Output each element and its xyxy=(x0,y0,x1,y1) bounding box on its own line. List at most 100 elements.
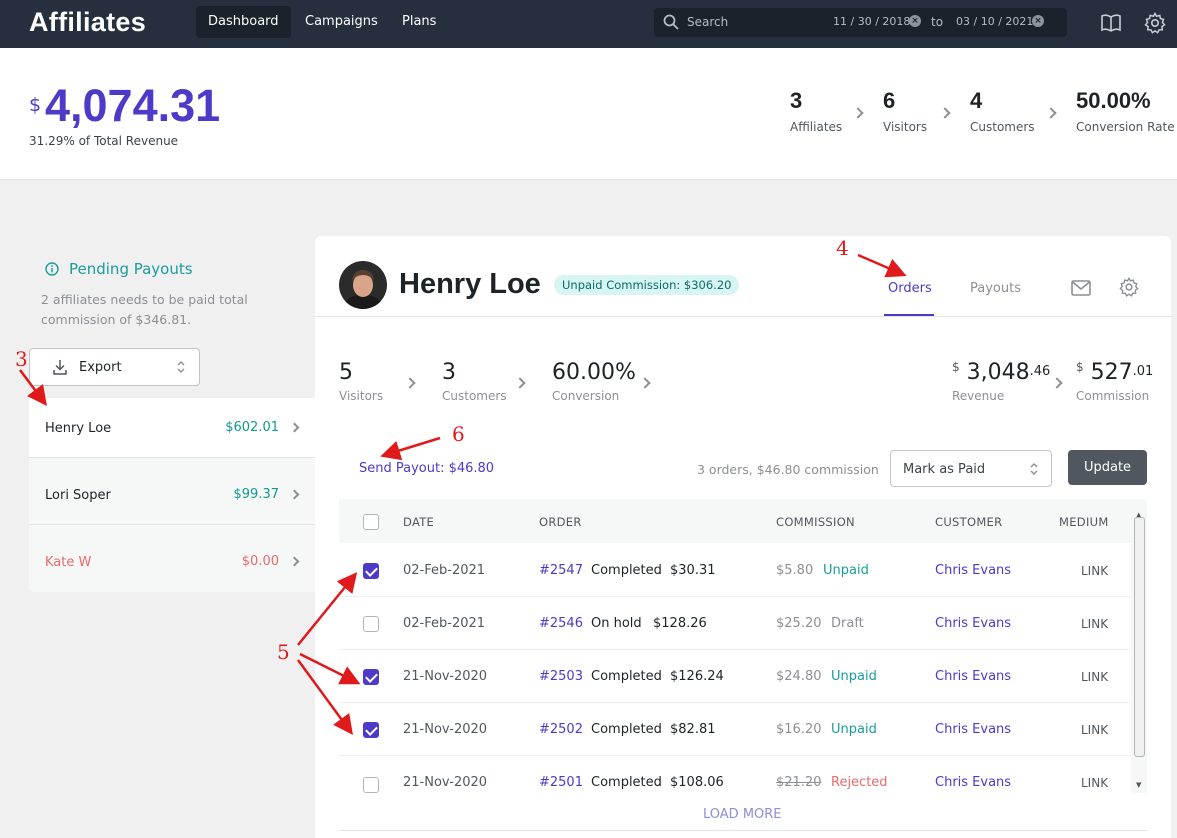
customer-link[interactable]: Chris Evans xyxy=(935,616,1012,631)
summary-panel: $ 4,074.31 31.29% of Total Revenue 3 Aff… xyxy=(0,48,1177,180)
clear-date-from-icon[interactable]: × xyxy=(909,15,921,27)
scrollbar-thumb[interactable] xyxy=(1134,517,1145,757)
row-checkbox[interactable] xyxy=(363,563,379,579)
pending-payouts-description: 2 affiliates needs to be paid total comm… xyxy=(41,292,248,327)
date-to-field[interactable]: 03 / 10 / 2021 xyxy=(956,15,1034,28)
orders-summary: 3 orders, $46.80 commission xyxy=(697,462,879,477)
pending-payouts-label: Pending Payouts xyxy=(69,260,193,278)
nav-plans[interactable]: Plans xyxy=(402,14,437,29)
scroll-down-icon[interactable]: ▼ xyxy=(1136,781,1142,789)
customer-link[interactable]: Chris Evans xyxy=(935,563,1012,578)
order-date: 21-Nov-2020 xyxy=(403,722,488,737)
stat-label: Conversion xyxy=(552,389,620,403)
chevron-right-icon xyxy=(514,377,526,389)
table-row: 21-Nov-2020 #2501 Completed $108.06 $21.… xyxy=(339,756,1131,809)
mail-icon[interactable] xyxy=(1070,278,1092,298)
stat-value: 50.00% xyxy=(1076,88,1151,113)
commission-amount: $21.20 xyxy=(776,775,822,790)
affiliate-list: Henry Loe $602.01 Lori Soper $99.37 Kate… xyxy=(29,398,315,592)
table-row: 21-Nov-2020 #2503 Completed $126.24 $24.… xyxy=(339,650,1131,703)
currency-symbol: $ xyxy=(1076,360,1084,374)
order-date: 21-Nov-2020 xyxy=(403,775,488,790)
update-button[interactable]: Update xyxy=(1068,450,1147,485)
affiliate-name: Henry Loe xyxy=(45,421,112,436)
stat-revenue: $ 3,048.46 Revenue xyxy=(952,360,1050,403)
search-input[interactable]: Search xyxy=(687,15,729,29)
commission-amount: $24.80 xyxy=(776,669,822,684)
export-label: Export xyxy=(79,360,122,375)
currency-symbol: $ xyxy=(952,360,960,374)
column-commission: COMMISSION xyxy=(776,515,855,529)
affiliate-item-lori-soper[interactable]: Lori Soper $99.37 xyxy=(29,465,315,525)
stat-label: Customers xyxy=(442,389,507,403)
stat-value: 3 xyxy=(790,88,803,113)
date-from-field[interactable]: 11 / 30 / 2018 xyxy=(833,15,911,28)
column-order: ORDER xyxy=(539,515,582,529)
bulk-status-select[interactable]: Mark as Paid xyxy=(890,450,1052,487)
affiliate-amount: $602.01 xyxy=(225,420,279,435)
nav-campaigns[interactable]: Campaigns xyxy=(305,14,378,29)
column-customer: CUSTOMER xyxy=(935,515,1003,529)
orders-table-header: DATE ORDER COMMISSION CUSTOMER MEDIUM xyxy=(339,499,1147,543)
customer-link[interactable]: Chris Evans xyxy=(935,775,1012,790)
order-date: 02-Feb-2021 xyxy=(403,616,486,631)
customer-link[interactable]: Chris Evans xyxy=(935,669,1012,684)
bulk-status-value: Mark as Paid xyxy=(903,462,986,477)
stat-label: Affiliates xyxy=(790,120,843,134)
chevron-right-icon xyxy=(939,107,951,119)
stat-visitors: 5 Visitors xyxy=(339,360,383,403)
order-link[interactable]: #2546 xyxy=(539,616,583,631)
avatar xyxy=(339,261,387,309)
send-payout-link[interactable]: Send Payout: $46.80 xyxy=(359,461,495,476)
row-checkbox[interactable] xyxy=(363,777,379,793)
affiliate-item-kate-w[interactable]: Kate W $0.00 xyxy=(29,532,315,592)
annotation-5: 5 xyxy=(277,640,290,664)
gear-icon[interactable] xyxy=(1144,12,1166,34)
stat-visitors[interactable]: 6 Visitors xyxy=(883,88,927,134)
annotation-3: 3 xyxy=(15,347,28,371)
search-bar[interactable]: Search 11 / 30 / 2018 × to 03 / 10 / 202… xyxy=(654,8,1067,37)
stat-affiliates[interactable]: 3 Affiliates xyxy=(790,88,842,134)
order-total: $128.26 xyxy=(653,616,707,631)
stat-value: 5 xyxy=(339,360,353,385)
divider xyxy=(339,830,1147,831)
stat-conversion-rate[interactable]: 50.00% Conversion Rate xyxy=(1076,88,1175,134)
row-checkbox[interactable] xyxy=(363,616,379,632)
order-link[interactable]: #2502 xyxy=(539,722,583,737)
table-scrollbar[interactable]: ▲ ▼ xyxy=(1131,511,1147,793)
stat-label: Revenue xyxy=(952,389,1005,403)
revenue-decimal: .46 xyxy=(1029,364,1051,379)
export-select[interactable]: Export xyxy=(29,348,200,386)
divider xyxy=(315,316,1171,317)
stat-value: 6 xyxy=(883,88,896,113)
chevron-right-icon xyxy=(289,422,300,433)
order-link[interactable]: #2503 xyxy=(539,669,583,684)
scroll-up-icon[interactable]: ▲ xyxy=(1136,511,1142,519)
book-icon[interactable] xyxy=(1100,12,1122,34)
annotation-6: 6 xyxy=(452,422,465,446)
load-more-button[interactable]: LOAD MORE xyxy=(703,807,782,822)
gear-icon[interactable] xyxy=(1118,277,1140,297)
affiliate-detail-card: Henry Loe Unpaid Commission: $306.20 Ord… xyxy=(315,236,1171,838)
tab-payouts[interactable]: Payouts xyxy=(970,281,1021,296)
clear-date-to-icon[interactable]: × xyxy=(1032,15,1044,27)
customer-link[interactable]: Chris Evans xyxy=(935,722,1012,737)
order-status: Completed xyxy=(591,669,662,684)
order-link[interactable]: #2501 xyxy=(539,775,583,790)
affiliate-item-henry-loe[interactable]: Henry Loe $602.01 xyxy=(29,398,315,458)
medium: LINK xyxy=(1081,723,1109,737)
nav-dashboard[interactable]: Dashboard xyxy=(196,6,291,38)
row-checkbox[interactable] xyxy=(363,722,379,738)
row-checkbox[interactable] xyxy=(363,669,379,685)
medium: LINK xyxy=(1081,564,1109,578)
order-link[interactable]: #2547 xyxy=(539,563,583,578)
affiliate-amount: $0.00 xyxy=(241,554,279,569)
column-medium: MEDIUM xyxy=(1059,515,1109,529)
stat-customers[interactable]: 4 Customers xyxy=(970,88,1035,134)
app-title: Affiliates xyxy=(29,7,147,37)
select-all-checkbox[interactable] xyxy=(363,514,379,530)
tab-orders[interactable]: Orders xyxy=(888,281,932,296)
chevron-right-icon xyxy=(1045,107,1057,119)
commission-status: Unpaid xyxy=(831,722,877,737)
order-total: $108.06 xyxy=(670,775,724,790)
